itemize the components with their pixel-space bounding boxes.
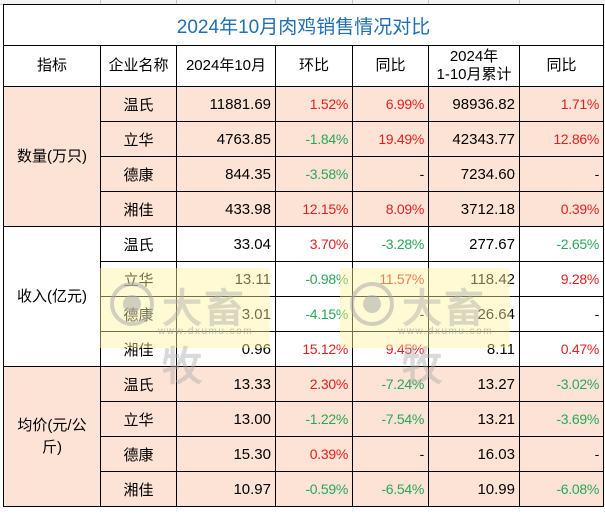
header-ytd: 2024年 1-10月累计: [428, 45, 520, 87]
table-row: 湘佳 0.96 15.12% 9.45% 8.11 0.47%: [4, 331, 604, 367]
yoy-change: -3.28%: [352, 226, 429, 262]
mom-change: -4.15%: [275, 296, 353, 332]
ytd-value: 10.99: [428, 471, 520, 507]
table-row: 湘佳 10.97 -0.59% -6.54% 10.99 -6.08%: [4, 471, 604, 507]
ytd-yoy-change: 0.39%: [519, 191, 604, 227]
table-row: 湘佳 433.98 12.15% 8.09% 3712.18 0.39%: [4, 191, 604, 227]
table-title: 2024年10月肉鸡销售情况对比: [3, 4, 604, 46]
ytd-yoy-change: -: [519, 296, 604, 332]
ytd-value: 8.11: [428, 331, 520, 367]
ytd-yoy-change: 1.71%: [519, 86, 604, 122]
company-name: 温氏: [100, 226, 177, 262]
oct-value: 4763.85: [176, 121, 276, 157]
broiler-sales-comparison-table: 2024年10月肉鸡销售情况对比 指标 企业名称 2024年10月 环比 同比 …: [3, 4, 604, 507]
header-company: 企业名称: [100, 45, 177, 87]
indicator-label: 数量(万只): [3, 86, 101, 227]
table-row: 立华 4763.85 -1.84% 19.49% 42343.77 12.86%: [4, 121, 604, 157]
ytd-yoy-change: -3.02%: [519, 366, 604, 402]
company-name: 德康: [100, 296, 177, 332]
ytd-value: 7234.60: [428, 156, 520, 192]
yoy-change: 9.45%: [352, 331, 429, 367]
table-row: 收入(亿元) 温氏 33.04 3.70% -3.28% 277.67 -2.65%: [3, 226, 604, 367]
mom-change: 12.15%: [275, 191, 353, 227]
yoy-change: 8.09%: [352, 191, 429, 227]
ytd-yoy-change: -3.69%: [519, 401, 604, 437]
oct-value: 844.35: [176, 156, 276, 192]
table-row: 立华 13.00 -1.22% -7.54% 13.21 -3.69%: [4, 401, 604, 437]
ytd-value: 16.03: [428, 436, 520, 472]
header-yoy: 同比: [352, 45, 429, 87]
ytd-yoy-change: -: [519, 156, 604, 192]
oct-value: 13.11: [176, 261, 276, 297]
ytd-yoy-change: 0.47%: [519, 331, 604, 367]
yoy-change: -: [352, 436, 429, 472]
ytd-yoy-change: -: [519, 436, 604, 472]
header-indicator: 指标: [3, 45, 101, 87]
yoy-change: -: [352, 296, 429, 332]
oct-value: 3.01: [176, 296, 276, 332]
mom-change: -0.59%: [275, 471, 353, 507]
ytd-value: 3712.18: [428, 191, 520, 227]
ytd-value: 13.21: [428, 401, 520, 437]
company-name: 温氏: [100, 366, 177, 402]
header-ytd-line1: 2024年: [449, 48, 499, 65]
oct-value: 33.04: [176, 226, 276, 262]
mom-change: 0.39%: [275, 436, 353, 472]
indicator-label: 收入(亿元): [3, 226, 101, 367]
company-name: 立华: [100, 121, 177, 157]
ytd-value: 13.27: [428, 366, 520, 402]
mom-change: 2.30%: [275, 366, 353, 402]
oct-value: 13.33: [176, 366, 276, 402]
company-name: 德康: [100, 436, 177, 472]
indicator-label: 均价(元/公斤): [3, 366, 101, 507]
header-mom: 环比: [275, 45, 353, 87]
company-name: 立华: [100, 261, 177, 297]
mom-change: -0.98%: [275, 261, 353, 297]
table-row: 德康 844.35 -3.58% -7234.60-: [4, 156, 604, 192]
oct-value: 11881.69: [176, 86, 276, 122]
mom-change: -3.58%: [275, 156, 353, 192]
mom-change: -1.84%: [275, 121, 353, 157]
mom-change: 15.12%: [275, 331, 353, 367]
ytd-value: 98936.82: [428, 86, 520, 122]
table-row: 数量(万只) 温氏 11881.69 1.52% 6.99% 98936.82 1.71%: [3, 86, 604, 227]
ytd-yoy-change: -6.08%: [519, 471, 604, 507]
company-name: 湘佳: [100, 191, 177, 227]
oct-value: 15.30: [176, 436, 276, 472]
yoy-change: -7.24%: [352, 366, 429, 402]
company-name: 湘佳: [100, 471, 177, 507]
ytd-yoy-change: 9.28%: [519, 261, 604, 297]
company-name: 立华: [100, 401, 177, 437]
oct-value: 13.00: [176, 401, 276, 437]
ytd-value: 26.64: [428, 296, 520, 332]
yoy-change: 11.57%: [352, 261, 429, 297]
oct-value: 0.96: [176, 331, 276, 367]
ytd-value: 277.67: [428, 226, 520, 262]
ytd-yoy-change: 12.86%: [519, 121, 604, 157]
header-ytd-yoy: 同比: [519, 45, 604, 87]
company-name: 湘佳: [100, 331, 177, 367]
company-name: 德康: [100, 156, 177, 192]
mom-change: -1.22%: [275, 401, 353, 437]
yoy-change: 19.49%: [352, 121, 429, 157]
ytd-value: 42343.77: [428, 121, 520, 157]
yoy-change: -7.54%: [352, 401, 429, 437]
table-row: 均价(元/公斤) 温氏 13.33 2.30% -7.24% 13.27 -3.02%: [3, 366, 604, 507]
mom-change: 1.52%: [275, 86, 353, 122]
header-ytd-line2: 1-10月累计: [436, 66, 512, 83]
header-oct: 2024年10月: [176, 45, 276, 87]
yoy-change: 6.99%: [352, 86, 429, 122]
company-name: 温氏: [100, 86, 177, 122]
oct-value: 433.98: [176, 191, 276, 227]
ytd-yoy-change: -2.65%: [519, 226, 604, 262]
yoy-change: -6.54%: [352, 471, 429, 507]
oct-value: 10.97: [176, 471, 276, 507]
ytd-value: 118.42: [428, 261, 520, 297]
mom-change: 3.70%: [275, 226, 353, 262]
yoy-change: -: [352, 156, 429, 192]
